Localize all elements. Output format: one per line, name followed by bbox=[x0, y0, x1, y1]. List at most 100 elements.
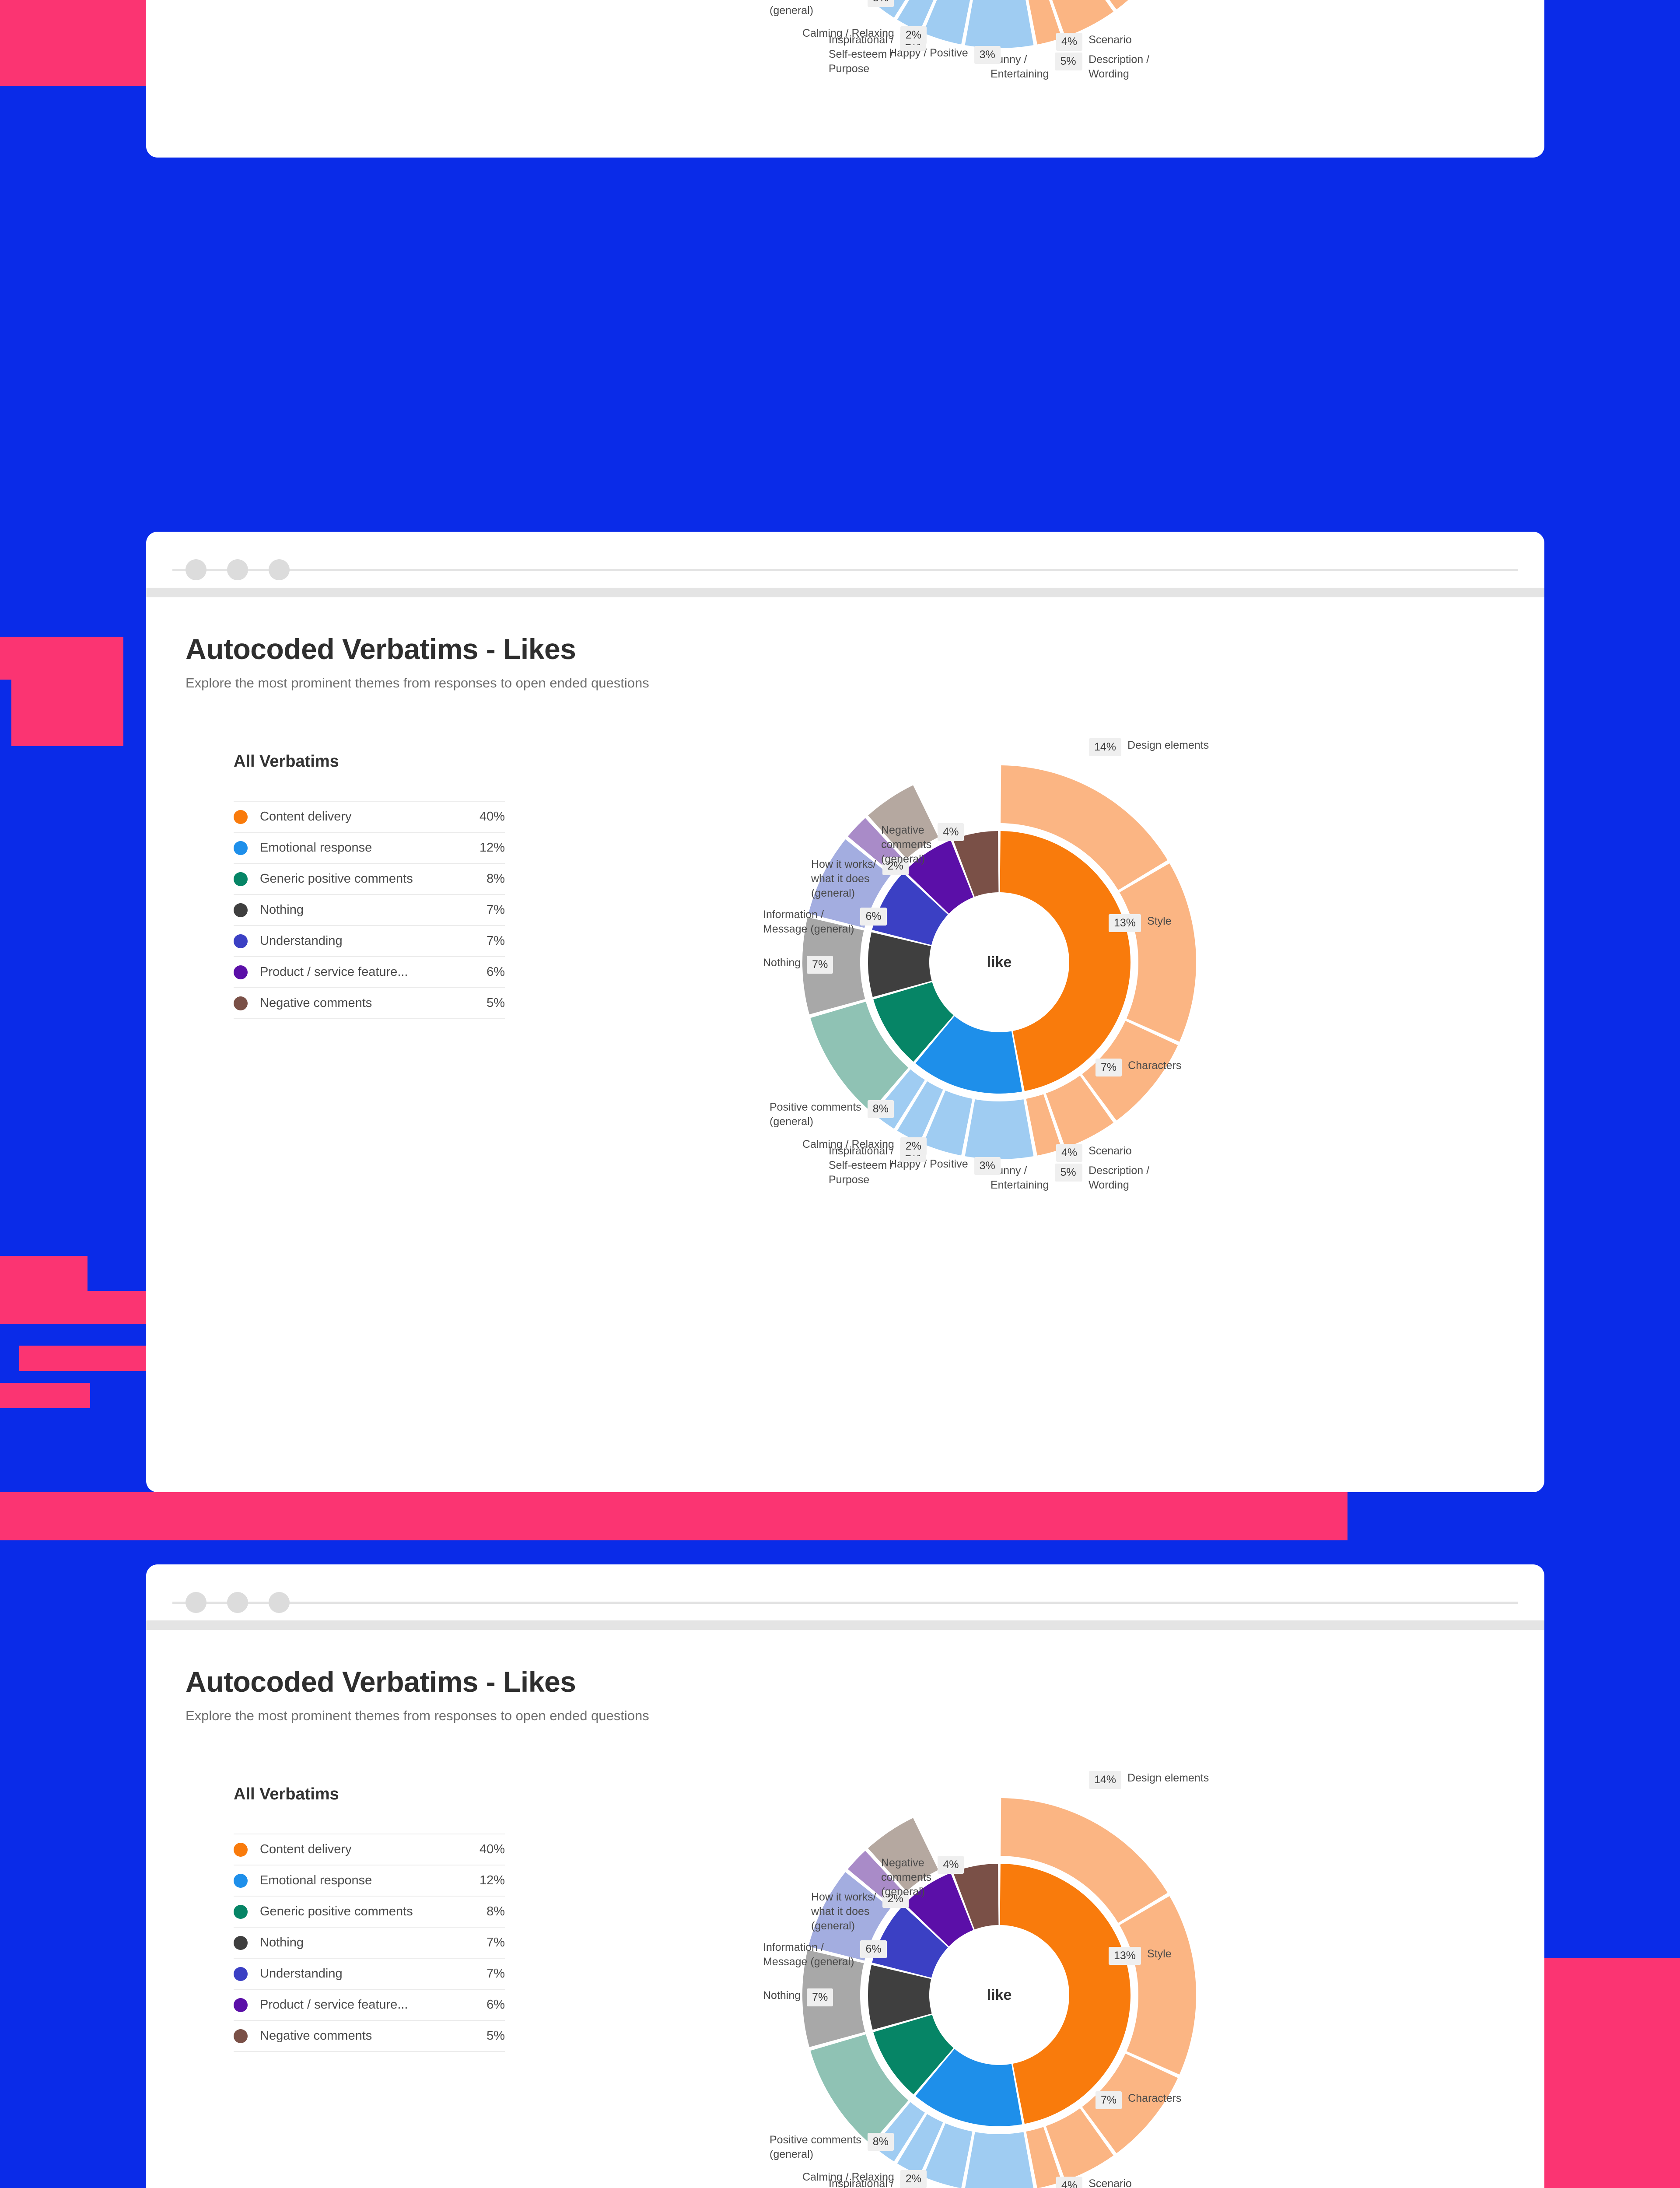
legend-row[interactable]: Nothing 7% bbox=[234, 895, 505, 926]
legend-row[interactable]: Negative comments 5% bbox=[234, 988, 505, 1019]
callout-percent: 5% bbox=[1055, 1164, 1082, 1182]
sunburst-outer-segment[interactable] bbox=[897, 0, 943, 32]
sunburst-inner-segment[interactable] bbox=[905, 840, 973, 914]
callout-label: How it works/ what it does (general) bbox=[811, 858, 876, 899]
sunburst-outer-segment[interactable] bbox=[802, 1950, 865, 2047]
legend-color-swatch-icon bbox=[234, 1904, 248, 1919]
sunburst-outer-segment[interactable] bbox=[965, 2132, 1034, 2188]
sunburst-outer-segment[interactable] bbox=[1119, 863, 1196, 1042]
chart-callout-scenario: 4% Scenario bbox=[1056, 33, 1132, 51]
legend-color-swatch-icon bbox=[234, 810, 248, 824]
sunburst-inner-segment[interactable] bbox=[905, 1873, 973, 1946]
sunburst-outer-segment[interactable] bbox=[923, 0, 973, 45]
legend-row[interactable]: Negative comments 5% bbox=[234, 2021, 505, 2052]
sunburst-outer-segment[interactable] bbox=[810, 1001, 909, 1112]
sunburst-outer-segment[interactable] bbox=[923, 2123, 973, 2188]
sunburst-chart-2: like 14% Design elements 13% Style 7% Characte… bbox=[619, 726, 1380, 1409]
sunburst-outer-segment[interactable] bbox=[808, 839, 891, 928]
window-dot-1-icon[interactable] bbox=[186, 1592, 206, 1613]
sunburst-inner-segment[interactable] bbox=[915, 2049, 1022, 2126]
card-3-chart: like 14% Design elements 13% Style 7% Characte… bbox=[487, 1759, 1544, 2188]
callout-percent: 2% bbox=[900, 26, 927, 44]
legend-item-label: Nothing bbox=[260, 903, 304, 917]
legend-row[interactable]: Understanding 7% bbox=[234, 926, 505, 957]
window-dot-3-icon[interactable] bbox=[269, 559, 290, 580]
sunburst-outer-segment[interactable] bbox=[1001, 1798, 1168, 1923]
chart-callout-nothing: Nothing 7% bbox=[763, 956, 833, 974]
sunburst-outer-segment[interactable] bbox=[897, 2114, 943, 2175]
sunburst-outer-segment[interactable] bbox=[897, 1081, 943, 1143]
window-dot-1-icon[interactable] bbox=[186, 559, 206, 580]
sunburst-outer-segment[interactable] bbox=[1046, 1076, 1113, 1148]
window-dot-2-icon[interactable] bbox=[227, 1592, 248, 1613]
legend-row[interactable]: Generic positive comments 8% bbox=[234, 1897, 505, 1928]
sunburst-outer-segment[interactable] bbox=[810, 2034, 909, 2144]
sunburst-inner-segment[interactable] bbox=[873, 2015, 954, 2095]
callout-percent: 7% bbox=[807, 1988, 833, 2006]
sunburst-outer-segment[interactable] bbox=[802, 917, 865, 1014]
sunburst-outer-segment[interactable] bbox=[868, 785, 938, 859]
sunburst-inner-segment[interactable] bbox=[953, 831, 999, 897]
sunburst-inner-segment[interactable] bbox=[868, 1965, 932, 2030]
sunburst-inner-segment[interactable] bbox=[1000, 1864, 1130, 2124]
bg-shape-mid-band bbox=[0, 1492, 1409, 1540]
sunburst-outer-segment[interactable] bbox=[1026, 2127, 1062, 2188]
sunburst-inner-segment[interactable] bbox=[872, 873, 948, 945]
chart-callout-positive-comments: Positive comments (general) 8% bbox=[770, 1100, 894, 1129]
callout-percent: 3% bbox=[974, 46, 1001, 64]
sunburst-outer-segment[interactable] bbox=[1082, 0, 1178, 10]
sunburst-outer-segment[interactable] bbox=[965, 0, 1034, 48]
legend-row[interactable]: Content delivery 40% bbox=[234, 801, 505, 833]
bg-shape-mid-band-cut bbox=[1348, 1492, 1680, 1540]
window-dot-2-icon[interactable] bbox=[227, 559, 248, 580]
sunburst-outer-segment[interactable] bbox=[1026, 0, 1062, 45]
legend-row[interactable]: Content delivery 40% bbox=[234, 1834, 505, 1865]
legend-item-label: Negative comments bbox=[260, 2029, 372, 2043]
sunburst-inner-segment[interactable] bbox=[953, 1864, 999, 1930]
legend-item-value: 5% bbox=[486, 2029, 505, 2043]
card-1-legend: All Verbatims Content delivery40%Emotion… bbox=[146, 0, 487, 158]
sunburst-outer-segment[interactable] bbox=[868, 1818, 938, 1891]
callout-label: Characters bbox=[1128, 2092, 1182, 2104]
legend-item-value: 6% bbox=[486, 965, 505, 979]
chart-callout-positive-comments: Positive comments (general) 8% bbox=[770, 2133, 894, 2162]
legend-row[interactable]: Product / service feature... 6% bbox=[234, 1990, 505, 2021]
sunburst-outer-segment[interactable] bbox=[1082, 2053, 1178, 2153]
sunburst-outer-segment[interactable] bbox=[965, 1099, 1034, 1159]
legend-row[interactable]: Generic positive comments 8% bbox=[234, 864, 505, 895]
sunburst-outer-segment[interactable] bbox=[1026, 1094, 1062, 1156]
sunburst-outer-segment[interactable] bbox=[808, 1872, 891, 1961]
callout-label: Positive comments (general) bbox=[770, 0, 861, 17]
card-2-content: All Verbatims Content delivery 40% Emotion… bbox=[146, 726, 1544, 1409]
legend-row[interactable]: Nothing 7% bbox=[234, 1928, 505, 1959]
legend-color-swatch-icon bbox=[234, 1998, 248, 2012]
sunburst-inner-segment[interactable] bbox=[872, 1905, 948, 1978]
sunburst-inner-segment[interactable] bbox=[868, 932, 932, 997]
callout-percent: 2% bbox=[882, 857, 909, 875]
callout-percent: 14% bbox=[1089, 738, 1122, 756]
sunburst-inner-segment[interactable] bbox=[915, 1016, 1022, 1094]
sunburst-inner-segment[interactable] bbox=[1000, 831, 1130, 1091]
sunburst-outer-segment[interactable] bbox=[1119, 1896, 1196, 2075]
legend-color-swatch-icon bbox=[234, 934, 248, 948]
sunburst-inner-segment[interactable] bbox=[873, 982, 954, 1062]
legend-item-value: 7% bbox=[486, 903, 505, 917]
legend-item-label: Nothing bbox=[260, 1936, 304, 1950]
callout-label: Scenario bbox=[1088, 34, 1132, 46]
callout-label: Positive comments (general) bbox=[770, 1101, 861, 1128]
legend-row[interactable]: Understanding 7% bbox=[234, 1959, 505, 1990]
chart-callout-negative-comments: Negative comments (general) 4% bbox=[881, 1856, 964, 1899]
chart-callout-design-elements: 14% Design elements bbox=[1089, 738, 1209, 756]
legend-row[interactable]: Product / service feature... 6% bbox=[234, 957, 505, 988]
sunburst-outer-segment[interactable] bbox=[1046, 0, 1113, 37]
legend-row[interactable]: Emotional response 12% bbox=[234, 833, 505, 864]
sunburst-outer-segment[interactable] bbox=[1046, 2108, 1113, 2181]
legend-row[interactable]: Emotional response 12% bbox=[234, 1865, 505, 1897]
sunburst-outer-segment[interactable] bbox=[923, 1090, 973, 1156]
legend-color-swatch-icon bbox=[234, 1873, 248, 1888]
sunburst-outer-segment[interactable] bbox=[1001, 765, 1168, 891]
callout-percent: 4% bbox=[1056, 2177, 1083, 2188]
sunburst-outer-segment[interactable] bbox=[1082, 1020, 1178, 1121]
window-dot-3-icon[interactable] bbox=[269, 1592, 290, 1613]
chart-callout-style: 13% Style bbox=[1109, 914, 1172, 932]
